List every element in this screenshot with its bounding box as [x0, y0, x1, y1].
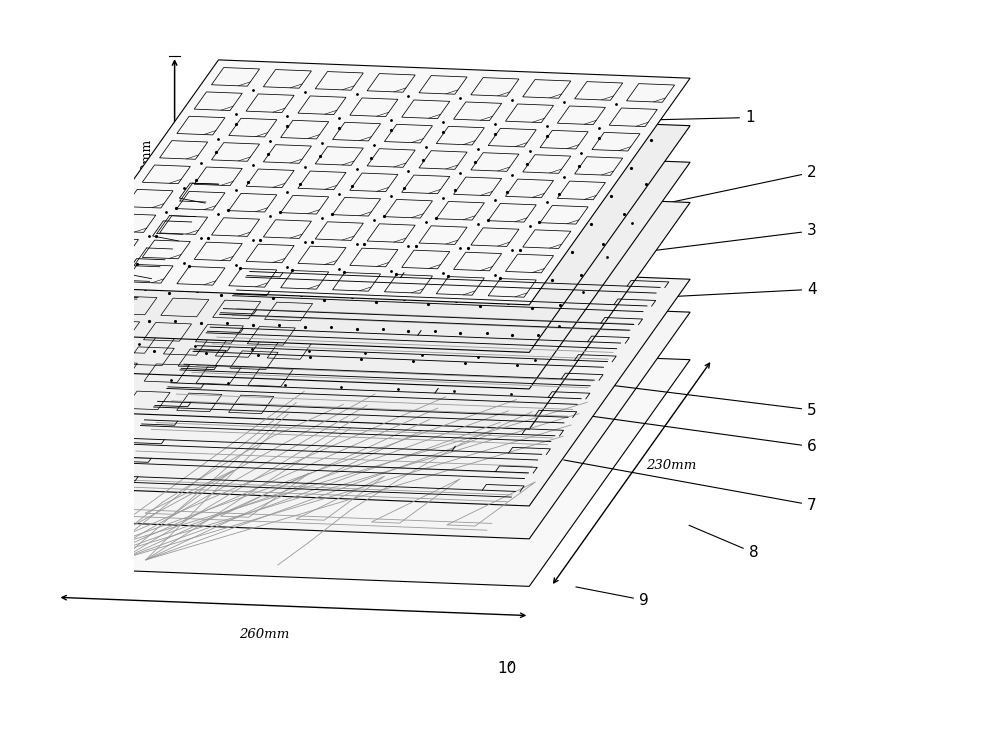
Circle shape [87, 502, 92, 507]
Circle shape [35, 566, 48, 579]
Circle shape [83, 498, 96, 511]
Polygon shape [58, 184, 690, 429]
Text: 8: 8 [689, 526, 758, 560]
Text: 3: 3 [564, 223, 817, 262]
Polygon shape [58, 341, 690, 586]
Text: 4: 4 [564, 282, 817, 302]
Text: 230mm: 230mm [646, 459, 697, 472]
Circle shape [58, 543, 63, 548]
Circle shape [78, 516, 82, 520]
Text: 2: 2 [564, 165, 817, 225]
Text: 10: 10 [498, 661, 517, 676]
Circle shape [39, 570, 44, 575]
Polygon shape [58, 60, 690, 305]
Text: 5: 5 [564, 379, 817, 418]
Circle shape [73, 512, 86, 525]
Polygon shape [58, 261, 690, 506]
Circle shape [68, 529, 72, 534]
Circle shape [64, 526, 77, 539]
Text: 6: 6 [564, 413, 817, 454]
Text: 7: 7 [564, 460, 817, 512]
Text: 9: 9 [576, 587, 649, 608]
Text: 3.2mm: 3.2mm [140, 139, 153, 182]
Text: 1: 1 [525, 110, 755, 125]
Circle shape [54, 539, 67, 552]
Circle shape [44, 553, 57, 566]
Circle shape [49, 556, 53, 562]
Polygon shape [58, 294, 690, 539]
Text: 260mm: 260mm [239, 628, 289, 642]
Polygon shape [58, 144, 690, 389]
Polygon shape [58, 107, 690, 352]
